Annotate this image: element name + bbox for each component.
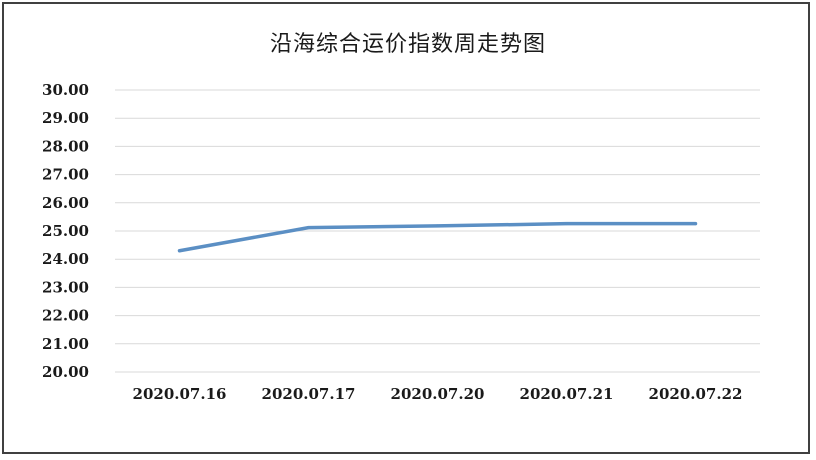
y-tick-label: 30.00 (42, 81, 89, 99)
y-tick-label: 26.00 (42, 194, 89, 212)
y-tick-label: 20.00 (42, 363, 89, 381)
x-tick-label: 2020.07.22 (649, 385, 743, 403)
x-tick-label: 2020.07.20 (391, 385, 485, 403)
y-tick-label: 27.00 (42, 166, 89, 184)
data-point (178, 249, 181, 253)
y-tick-label: 25.00 (42, 222, 89, 240)
series-line (177, 221, 698, 253)
chart-title: 沿海综合运价指数周走势图 (269, 32, 546, 57)
data-point (694, 222, 697, 226)
x-tick-label: 2020.07.16 (133, 385, 227, 403)
data-point (307, 226, 310, 230)
y-tick-label: 29.00 (42, 109, 89, 127)
y-tick-label: 22.00 (42, 307, 89, 325)
x-tick-label: 2020.07.17 (262, 385, 356, 403)
y-tick-label: 24.00 (42, 250, 89, 268)
y-tick-label: 21.00 (42, 335, 89, 353)
x-tick-label: 2020.07.21 (520, 385, 614, 403)
data-point (565, 222, 568, 226)
data-point (436, 224, 439, 228)
y-tick-label: 23.00 (42, 278, 89, 296)
y-tick-label: 28.00 (42, 137, 89, 155)
